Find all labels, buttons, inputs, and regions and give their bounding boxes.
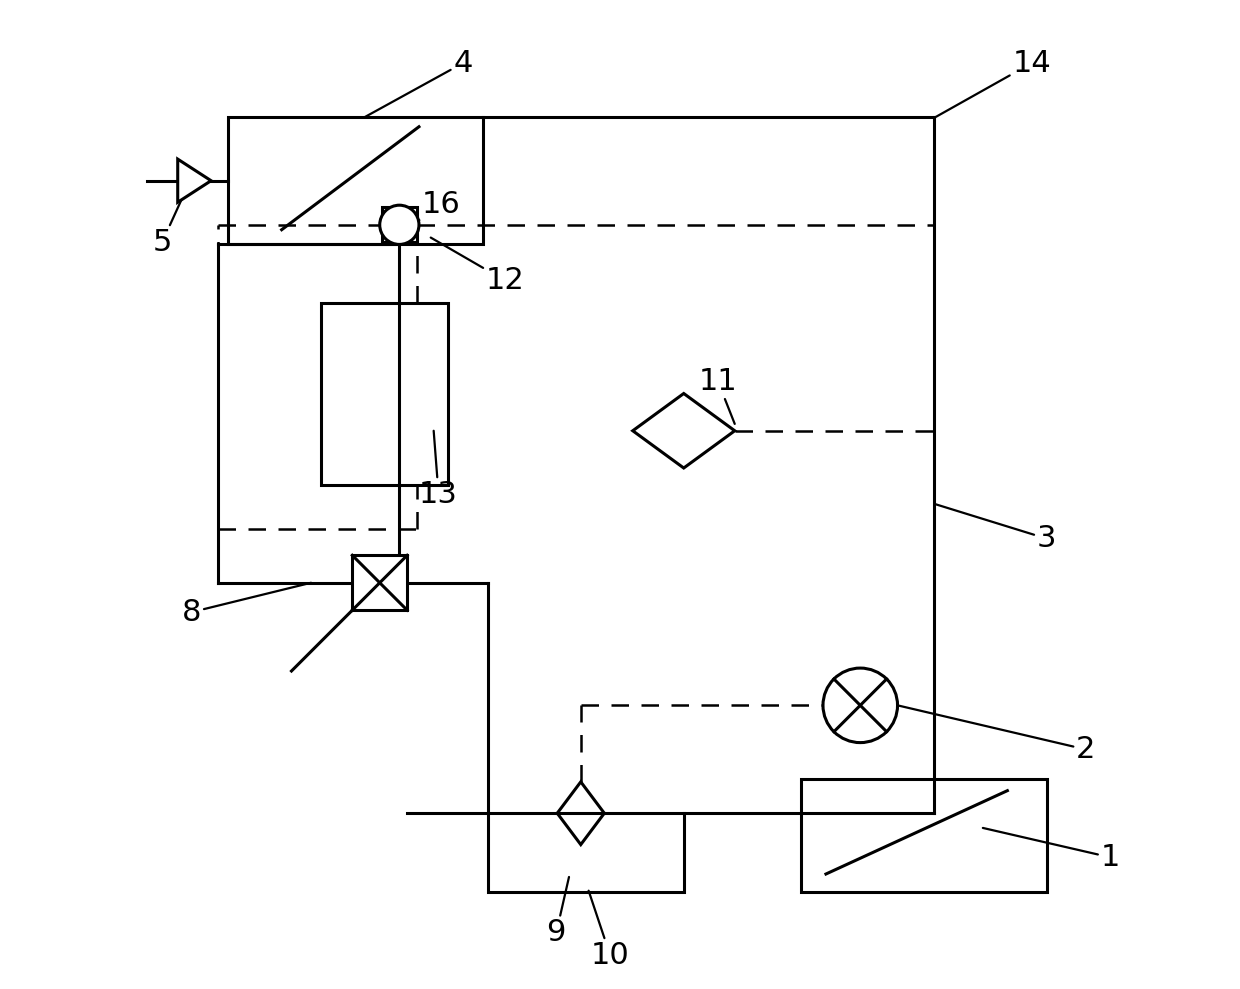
- Text: 5: 5: [153, 189, 186, 257]
- Bar: [382, 207, 417, 242]
- Text: 10: 10: [589, 891, 630, 970]
- Bar: [487, 813, 683, 892]
- Text: 1: 1: [983, 828, 1120, 872]
- Circle shape: [823, 669, 898, 743]
- Text: 12: 12: [430, 237, 525, 295]
- Text: 13: 13: [419, 431, 458, 509]
- Polygon shape: [632, 394, 735, 468]
- Text: 14: 14: [936, 48, 1052, 117]
- Bar: [352, 555, 407, 610]
- Text: 9: 9: [547, 877, 569, 947]
- Text: 4: 4: [365, 48, 472, 117]
- Polygon shape: [557, 782, 604, 845]
- Text: 8: 8: [182, 583, 311, 627]
- Bar: [228, 117, 482, 244]
- Polygon shape: [177, 159, 211, 203]
- Text: 3: 3: [936, 504, 1056, 553]
- Text: 2: 2: [898, 705, 1095, 764]
- Circle shape: [379, 205, 419, 244]
- Text: 11: 11: [698, 367, 738, 424]
- Text: 16: 16: [417, 190, 461, 222]
- Bar: [321, 304, 449, 485]
- Bar: [801, 779, 1047, 892]
